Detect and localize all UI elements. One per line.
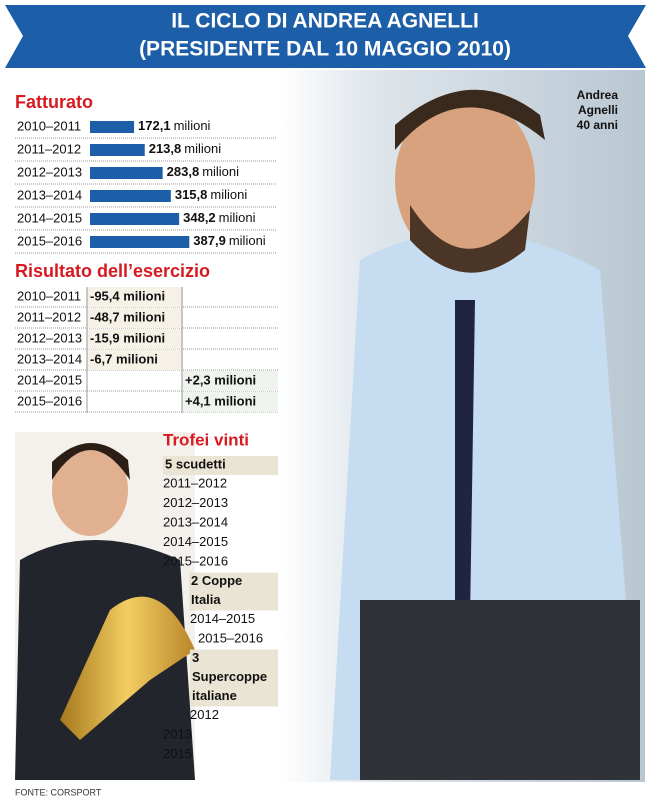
period: 2011–2012 xyxy=(17,309,81,324)
bar-label: 387,9 milioni xyxy=(193,233,266,248)
value-label: 348,2 xyxy=(183,210,216,225)
section-title: Risultato dell’esercizio xyxy=(15,261,210,281)
year: 2014–2015 xyxy=(190,611,255,626)
period: 2011–2012 xyxy=(17,141,81,156)
title: (PRESIDENTE DAL 10 MAGGIO 2010) xyxy=(139,38,511,61)
result: +4,1 milioni xyxy=(185,393,256,408)
period: 2010–2011 xyxy=(17,288,81,303)
year: 2013 xyxy=(163,726,192,741)
trophy-name: italiane xyxy=(192,688,237,703)
group-band xyxy=(189,572,278,611)
value-label: 172,1 xyxy=(138,118,171,133)
period: 2013–2014 xyxy=(17,187,82,202)
year: 2015–2016 xyxy=(198,630,263,645)
trophy-name: 2 Coppe xyxy=(191,573,242,588)
value-label: 283,8 xyxy=(167,164,200,179)
main-photo xyxy=(280,70,645,782)
cell xyxy=(182,371,278,391)
period: 2012–2013 xyxy=(17,164,82,179)
source: FONTE: CORSPORT xyxy=(15,787,102,797)
trophy-name: 5 scudetti xyxy=(165,456,226,471)
header-banner xyxy=(5,5,646,68)
group-band xyxy=(190,649,278,707)
cell xyxy=(87,329,183,349)
bar xyxy=(90,236,190,248)
bar-label: 283,8 milioni xyxy=(167,164,240,179)
unit: milioni xyxy=(210,187,247,202)
year: 2015 xyxy=(163,746,192,761)
bar xyxy=(90,144,145,156)
cell xyxy=(182,392,278,412)
result: +2,3 milioni xyxy=(185,372,256,387)
period: 2012–2013 xyxy=(17,330,82,345)
bar-label: 348,2 milioni xyxy=(183,210,256,225)
trophy-name: Supercoppe xyxy=(192,669,267,684)
result: -15,9 milioni xyxy=(90,330,165,345)
bar-label: 172,1 milioni xyxy=(138,118,211,133)
trophy-name: 3 xyxy=(192,650,199,665)
unit: milioni xyxy=(229,233,266,248)
bar xyxy=(90,167,163,179)
small-photo xyxy=(15,432,195,780)
period: 2015–2016 xyxy=(17,233,82,248)
value-label: 315,8 xyxy=(175,187,208,202)
photo-caption: Andrea xyxy=(577,88,619,102)
bar xyxy=(90,121,135,133)
year: 2011–2012 xyxy=(163,475,227,490)
photo-caption: 40 anni xyxy=(577,118,618,132)
group-band xyxy=(163,456,278,475)
year: 2012 xyxy=(190,707,219,722)
value-label: 213,8 xyxy=(149,141,182,156)
result: -6,7 milioni xyxy=(90,351,158,366)
title: IL CICLO DI ANDREA AGNELLI xyxy=(171,10,479,33)
bar xyxy=(90,190,171,202)
period: 2014–2015 xyxy=(17,210,82,225)
section-title: Fatturato xyxy=(15,92,93,112)
value-label: 387,9 xyxy=(193,233,226,248)
trophy-name: Italia xyxy=(191,592,221,607)
section-title: Trofei vinti xyxy=(163,430,249,449)
unit: milioni xyxy=(174,118,211,133)
period: 2010–2011 xyxy=(17,118,81,133)
year: 2014–2015 xyxy=(163,534,228,549)
unit: milioni xyxy=(202,164,239,179)
unit: milioni xyxy=(184,141,221,156)
cell xyxy=(87,308,183,328)
bar xyxy=(90,213,180,225)
result: -95,4 milioni xyxy=(90,288,165,303)
bar-label: 315,8 milioni xyxy=(175,187,248,202)
unit: milioni xyxy=(219,210,256,225)
cell xyxy=(87,287,183,307)
period: 2015–2016 xyxy=(17,393,82,408)
photo-caption: Agnelli xyxy=(578,103,618,117)
year: 2012–2013 xyxy=(163,495,228,510)
year: 2013–2014 xyxy=(163,514,228,529)
result: -48,7 milioni xyxy=(90,309,165,324)
period: 2013–2014 xyxy=(17,351,82,366)
cell xyxy=(87,350,183,370)
period: 2014–2015 xyxy=(17,372,82,387)
bar-label: 213,8 milioni xyxy=(149,141,222,156)
year: 2015–2016 xyxy=(163,553,228,568)
